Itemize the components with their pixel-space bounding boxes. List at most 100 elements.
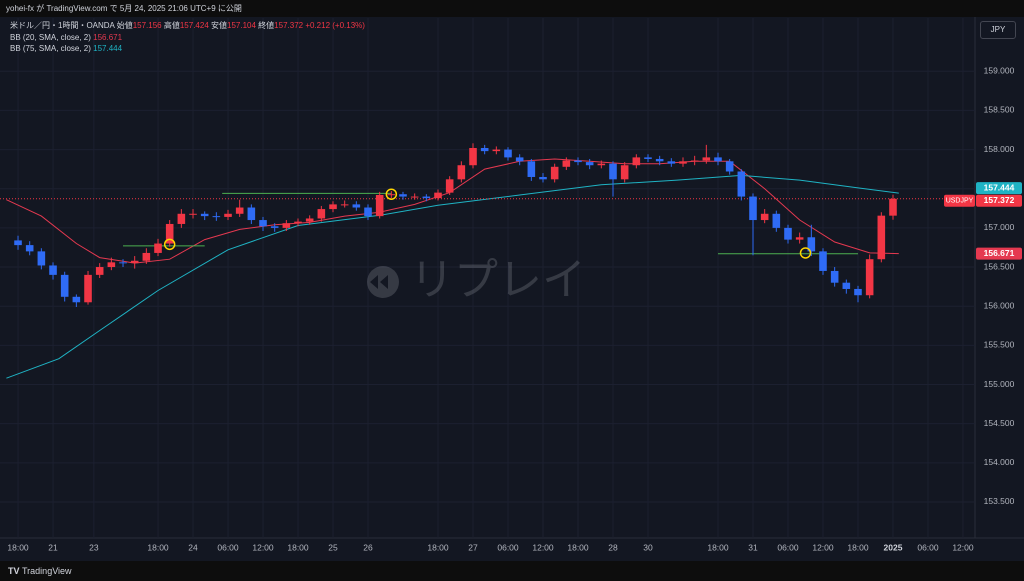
ohlc-name: 終値 xyxy=(258,21,275,30)
background xyxy=(0,17,1024,561)
candle-body xyxy=(772,213,781,228)
x-tick-label: 25 xyxy=(328,542,338,552)
candle-body xyxy=(749,196,757,221)
x-tick-label: 18:00 xyxy=(7,542,29,552)
replay-icon xyxy=(367,266,399,298)
y-tick-label: 154.000 xyxy=(984,457,1015,467)
ohlc-value: 157.372 xyxy=(274,21,304,30)
candle-body xyxy=(95,267,104,275)
candle-body xyxy=(72,296,81,303)
ohlc-value: 157.104 xyxy=(227,21,256,30)
candle-body xyxy=(434,192,442,199)
x-tick-label: 12:00 xyxy=(952,542,974,552)
candle-body xyxy=(504,149,512,158)
x-tick-label: 18:00 xyxy=(147,542,169,552)
price-box xyxy=(976,182,1022,195)
logo: TV xyxy=(8,566,23,576)
candle-body xyxy=(889,198,897,216)
candle-body xyxy=(25,245,34,252)
x-tick-label: 18:00 xyxy=(707,542,729,552)
candle-body xyxy=(340,204,349,206)
x-tick-label: 06:00 xyxy=(777,542,799,552)
x-tick-label: 30 xyxy=(643,542,653,552)
price-box-label: 157.372 xyxy=(984,195,1015,205)
candle-body xyxy=(305,218,314,222)
price-box-label: 157.444 xyxy=(984,182,1015,192)
candle-body xyxy=(270,226,279,228)
candle-body xyxy=(714,157,722,162)
candle-body xyxy=(387,194,396,196)
candle-body xyxy=(410,196,419,198)
indicator-name: BB (20, SMA, close, 2) xyxy=(10,32,91,42)
y-tick-label: 156.500 xyxy=(984,261,1015,271)
x-tick-label: 12:00 xyxy=(252,542,274,552)
candle-body xyxy=(14,240,22,246)
legend-row: BB (20, SMA, close, 2) 156.671 xyxy=(10,32,365,44)
candle-body xyxy=(877,215,886,260)
x-tick-label: 2025 xyxy=(884,542,903,552)
legend: 米ドル／円・1時間・OANDA 始値157.156 高値157.424 安値15… xyxy=(10,20,365,55)
candle-body xyxy=(177,213,186,224)
candle-body xyxy=(317,209,326,219)
candle-body xyxy=(854,288,862,296)
x-tick-label: 21 xyxy=(48,542,58,552)
candle-body xyxy=(865,259,874,296)
price-box xyxy=(976,247,1022,260)
candle-body xyxy=(842,282,851,289)
candle-body xyxy=(574,160,582,163)
candle-body xyxy=(294,221,302,224)
candle-body xyxy=(539,176,547,180)
x-tick-label: 18:00 xyxy=(427,542,449,552)
symbol: 米ドル／円・1時間・OANDA xyxy=(10,21,115,30)
candle-body xyxy=(469,148,477,166)
candle-body xyxy=(282,223,291,228)
x-tick-label: 24 xyxy=(188,542,198,552)
brand: TradingView xyxy=(22,566,72,576)
change: +0.212 (+0.13%) xyxy=(305,21,365,30)
currency-button[interactable]: JPY xyxy=(980,21,1016,39)
candle-body xyxy=(492,149,501,152)
candle-body xyxy=(399,194,407,197)
y-tick-label: 155.000 xyxy=(984,379,1015,389)
candle-body xyxy=(107,262,116,268)
candle-body xyxy=(737,171,746,197)
chart: 153.500 154.000 154.500 155.000 155.500 156.0… xyxy=(0,17,1024,561)
x-tick-label: 06:00 xyxy=(497,542,519,552)
candle-body xyxy=(819,251,827,271)
candle-body xyxy=(632,157,641,166)
x-tick-label: 06:00 xyxy=(917,542,939,552)
candle-body xyxy=(329,204,337,210)
indicator-value: 157.444 xyxy=(93,44,123,53)
ticker-box xyxy=(944,194,975,207)
candle-body xyxy=(165,223,174,244)
candle-body xyxy=(212,216,221,218)
candle-body xyxy=(667,161,676,164)
x-tick-label: 28 xyxy=(608,542,618,552)
watermark-text: リプレイ xyxy=(410,256,586,305)
price-box xyxy=(976,194,1022,207)
footer: TV TradingView xyxy=(0,561,1024,581)
candle-body xyxy=(527,161,536,177)
x-tick-label: 27 xyxy=(468,542,478,552)
candle-body xyxy=(224,213,232,217)
candle-body xyxy=(235,207,244,214)
ticker-label: USDJPY xyxy=(946,198,974,205)
candle-body xyxy=(247,207,256,221)
price-box-label: 156.671 xyxy=(984,248,1015,258)
candle-body xyxy=(795,237,804,240)
candle-body xyxy=(562,160,571,167)
candle-body xyxy=(130,260,139,264)
x-tick-label: 18:00 xyxy=(567,542,589,552)
ohlc-name: 安値 xyxy=(211,21,228,30)
candle-body xyxy=(644,157,652,159)
candle-body xyxy=(422,196,431,199)
y-tick-label: 153.500 xyxy=(984,496,1015,506)
ohlc-name: 始値 xyxy=(116,21,133,30)
candle-body xyxy=(702,157,711,161)
y-tick-label: 158.500 xyxy=(984,105,1015,115)
y-tick-label: 157.000 xyxy=(984,222,1015,232)
candle-body xyxy=(550,166,559,180)
legend-row: BB (75, SMA, close, 2) 157.444 xyxy=(10,43,365,55)
candle-body xyxy=(597,163,606,166)
